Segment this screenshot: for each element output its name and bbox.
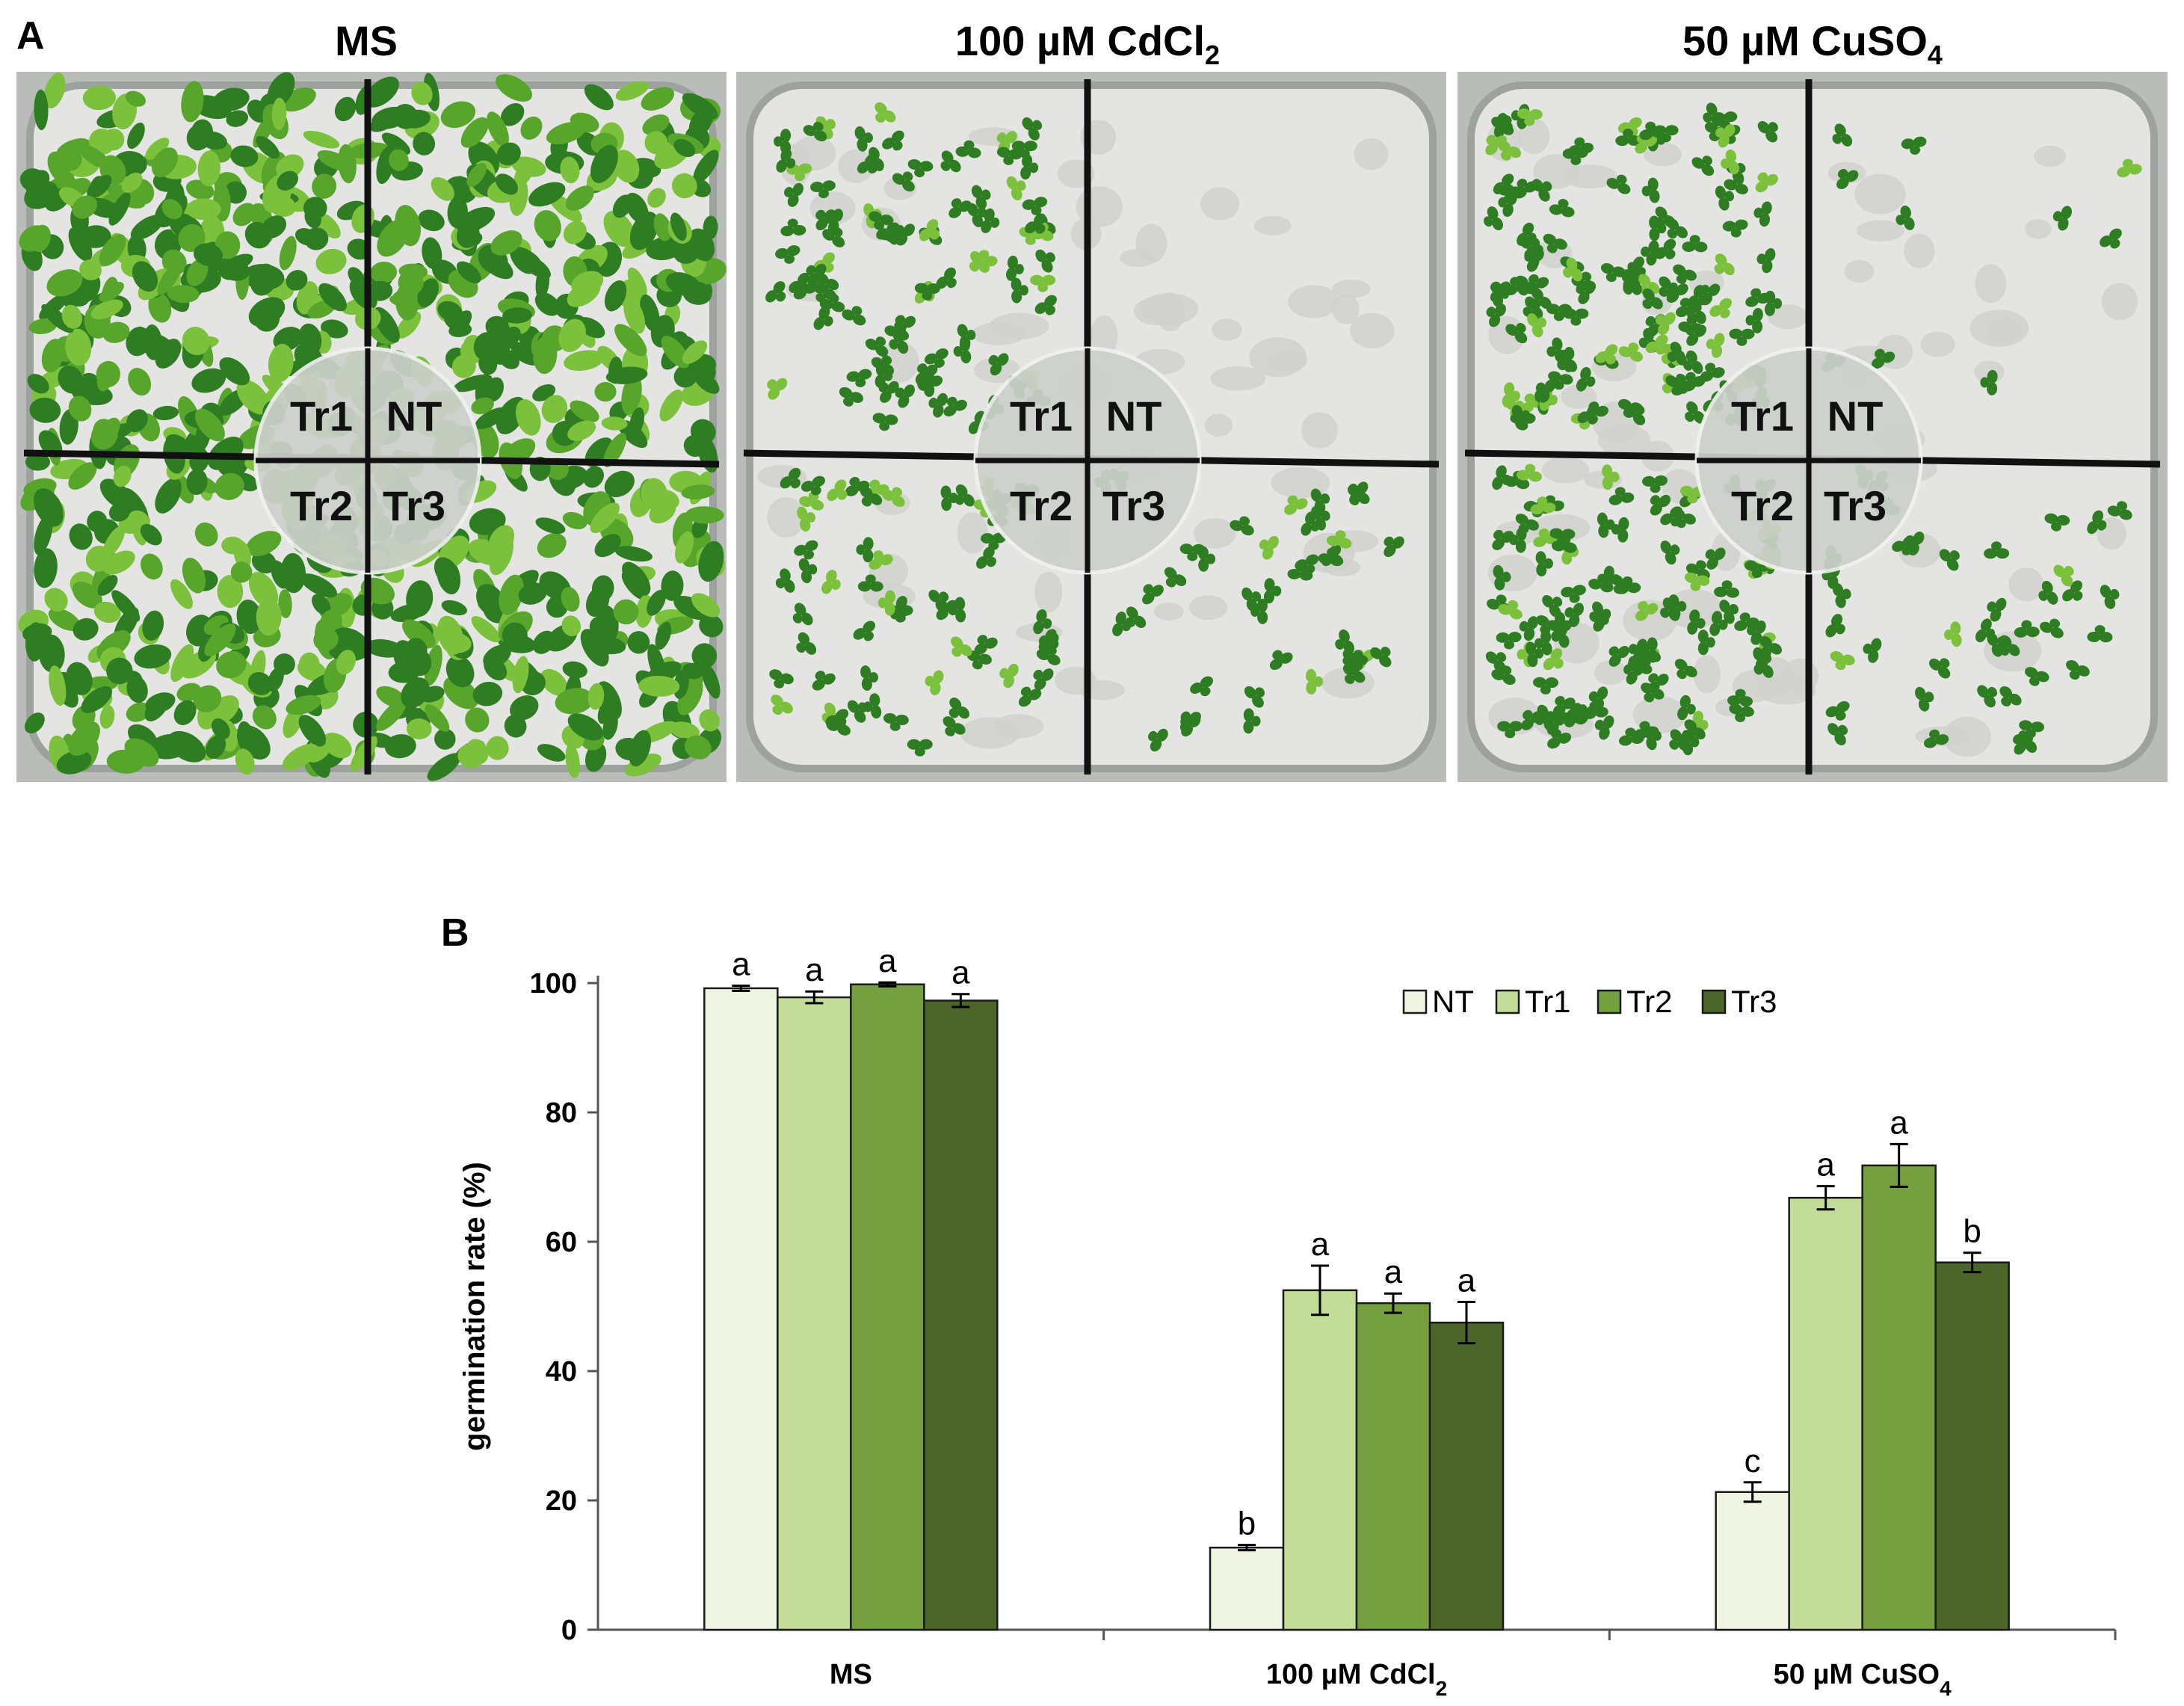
legend-item-tr2: Tr2 — [1597, 984, 1672, 1019]
significance-letter: b — [1963, 1213, 1981, 1250]
plate-photo-cdcl2: Tr1 NT Tr2 Tr3 — [736, 72, 1446, 782]
plate-image: Tr1 NT Tr2 Tr3 — [736, 72, 1446, 782]
panel-b-letter: B — [441, 911, 469, 955]
quadrant-label-bottom-right: Tr3 — [383, 482, 445, 529]
legend-item-tr3: Tr3 — [1701, 984, 1777, 1019]
bar-nt — [703, 987, 779, 1631]
significance-letter: a — [805, 952, 824, 988]
y-tick-label: 40 — [546, 1356, 577, 1388]
significance-letter: a — [951, 955, 970, 991]
y-tick-label: 0 — [561, 1615, 577, 1646]
significance-letter: a — [1311, 1226, 1330, 1263]
plate-image: Tr1 NT Tr2 Tr3 — [16, 72, 727, 782]
plate-photo-cuso4: Tr1 NT Tr2 Tr3 — [1457, 72, 2168, 782]
x-tick-label: MS — [830, 1659, 872, 1690]
quadrant-label-bottom-right: Tr3 — [1824, 482, 1887, 529]
bar-nt — [1715, 1491, 1790, 1631]
bar-tr3 — [1934, 1261, 2010, 1631]
bar-nt — [1209, 1546, 1285, 1631]
y-tick-label: 60 — [546, 1227, 577, 1258]
legend-item-tr1: Tr1 — [1495, 984, 1570, 1019]
panel-a-letter: A — [16, 14, 45, 58]
significance-letter: a — [1457, 1262, 1476, 1299]
y-axis-label: germination rate (%) — [458, 1162, 491, 1451]
quadrant-label-bottom-left: Tr2 — [1010, 482, 1073, 529]
significance-letter: a — [1816, 1147, 1835, 1183]
bar-tr3 — [1428, 1321, 1505, 1631]
plate-title-cdcl2: 100 µM CdCl2 — [954, 17, 1221, 71]
significance-letter: a — [732, 946, 750, 982]
x-tick-label: 50 µM CuSO4 — [1774, 1659, 1952, 1700]
significance-letter: b — [1238, 1506, 1256, 1542]
bar-tr1 — [1788, 1196, 1863, 1631]
plate-title-cuso4: 50 µM CuSO4 — [1682, 17, 1943, 71]
plate-title-ms: MS — [335, 17, 398, 64]
significance-letter: a — [1890, 1104, 1908, 1141]
quadrant-label-top-left: Tr1 — [290, 392, 353, 440]
svg-text:Tr3: Tr3 — [1731, 984, 1777, 1019]
x-tick-label: 100 µM CdCl2 — [1266, 1659, 1447, 1700]
bar-tr2 — [1861, 1164, 1937, 1631]
quadrant-label-top-right: NT — [1106, 392, 1162, 440]
quadrant-label-bottom-left: Tr2 — [1731, 482, 1794, 529]
svg-text:NT: NT — [1432, 984, 1474, 1019]
quadrant-label-top-left: Tr1 — [1010, 392, 1073, 440]
significance-letter: a — [878, 943, 897, 979]
svg-text:Tr2: Tr2 — [1626, 984, 1672, 1019]
quadrant-label-top-right: NT — [386, 392, 442, 440]
quadrant-label-top-right: NT — [1827, 392, 1884, 440]
svg-text:Tr1: Tr1 — [1525, 984, 1570, 1019]
plate-image: Tr1 NT Tr2 Tr3 — [1457, 72, 2168, 782]
bar-tr3 — [923, 1000, 999, 1631]
quadrant-label-bottom-left: Tr2 — [290, 482, 353, 529]
legend-item-nt: NT — [1402, 984, 1474, 1019]
bar-tr2 — [1355, 1302, 1431, 1631]
quadrant-label-bottom-right: Tr3 — [1102, 482, 1165, 529]
bar-tr1 — [1282, 1289, 1358, 1631]
significance-letter: a — [1384, 1254, 1403, 1290]
bar-tr1 — [777, 996, 852, 1631]
quadrant-label-top-left: Tr1 — [1731, 392, 1794, 440]
plate-photo-ms: Tr1 NT Tr2 Tr3 — [16, 72, 727, 782]
y-tick-label: 20 — [546, 1485, 577, 1517]
y-tick-label: 100 — [530, 968, 577, 1000]
y-tick-label: 80 — [546, 1097, 577, 1129]
bar-tr2 — [850, 983, 925, 1631]
significance-letter: c — [1745, 1443, 1761, 1479]
